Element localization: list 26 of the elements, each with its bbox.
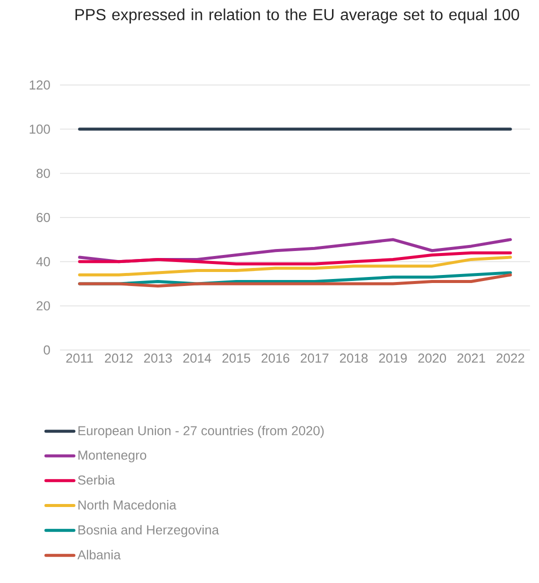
x-tick-label: 2018 (340, 354, 368, 363)
y-tick-label: 100 (30, 124, 50, 134)
legend-label: Albania (77, 550, 121, 560)
x-tick-label: 2013 (144, 354, 172, 363)
x-tick-label: 2019 (379, 354, 407, 363)
y-tick-label: 0 (44, 345, 50, 355)
chart-title: PPS expressed in relation to the EU average set to equal 100 (76, 8, 520, 24)
legend-label: Serbia (78, 475, 115, 485)
legend-label: Bosnia and Herzegovina (78, 524, 220, 538)
x-tick-label: 2012 (104, 354, 133, 363)
x-tick-label: 2021 (457, 354, 486, 363)
x-tick-label: 2011 (66, 354, 93, 363)
y-tick-label: 20 (36, 301, 50, 310)
x-tick-label: 2015 (222, 354, 250, 363)
y-tick-label: 120 (30, 80, 50, 90)
x-tick-label: 2022 (496, 354, 524, 363)
y-tick-label: 60 (36, 212, 50, 222)
y-tick-label: 40 (36, 257, 50, 266)
x-tick-label: 2017 (300, 354, 328, 363)
y-tick-label: 80 (36, 168, 50, 178)
x-tick-label: 2020 (418, 354, 446, 363)
legend-label: Montenegro (78, 450, 146, 462)
x-tick-label: 2014 (183, 354, 212, 363)
legend-label: European Union - 27 countries (from 2020) (78, 426, 324, 438)
x-tick-label: 2016 (262, 354, 290, 363)
legend-label: North Macedonia (78, 500, 176, 510)
